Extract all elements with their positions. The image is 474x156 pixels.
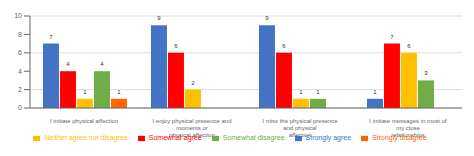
svg-text:2: 2 bbox=[18, 86, 22, 93]
svg-text:3: 3 bbox=[424, 70, 428, 76]
svg-text:1: 1 bbox=[373, 89, 377, 95]
svg-text:4: 4 bbox=[18, 68, 22, 75]
svg-text:1: 1 bbox=[316, 89, 320, 95]
svg-text:6: 6 bbox=[282, 43, 286, 49]
svg-text:0: 0 bbox=[18, 104, 22, 111]
svg-text:6: 6 bbox=[18, 49, 22, 56]
svg-text:10: 10 bbox=[14, 12, 22, 19]
svg-text:1: 1 bbox=[83, 89, 87, 95]
svg-text:7: 7 bbox=[49, 34, 53, 40]
svg-text:4: 4 bbox=[100, 61, 104, 67]
svg-text:1: 1 bbox=[299, 89, 303, 95]
svg-text:I miss the physical presencean: I miss the physical presenceand physical… bbox=[262, 118, 338, 138]
svg-text:6: 6 bbox=[174, 43, 178, 49]
svg-text:7: 7 bbox=[390, 34, 394, 40]
svg-text:4: 4 bbox=[66, 61, 70, 67]
svg-text:9: 9 bbox=[157, 15, 161, 21]
svg-text:1: 1 bbox=[117, 89, 121, 95]
svg-text:I initiate physical affection: I initiate physical affection bbox=[50, 118, 118, 124]
svg-text:2: 2 bbox=[191, 80, 195, 86]
svg-text:I initiate messages in most of: I initiate messages in most ofmy closere… bbox=[369, 118, 447, 138]
svg-text:6: 6 bbox=[407, 43, 411, 49]
svg-text:I enjoy physical presence andm: I enjoy physical presence andmoments orp… bbox=[152, 118, 231, 138]
svg-text:8: 8 bbox=[18, 31, 22, 38]
svg-text:9: 9 bbox=[265, 15, 269, 21]
